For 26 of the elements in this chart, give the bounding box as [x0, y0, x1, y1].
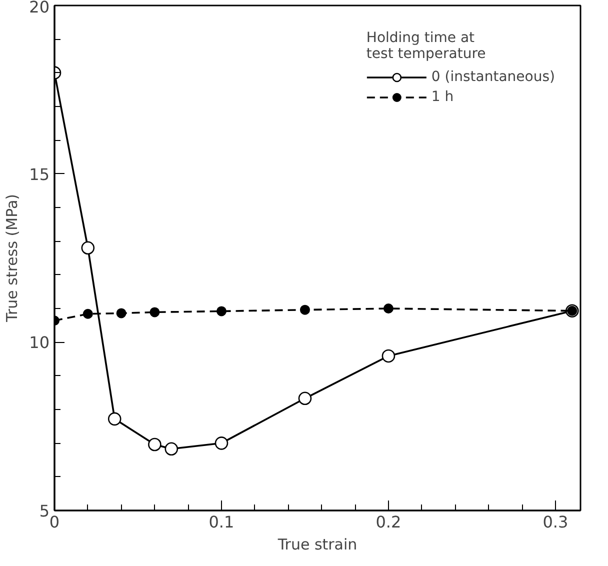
point: [382, 349, 396, 363]
x-tick-label: 0.3: [542, 512, 568, 532]
x-tick-label: 0.1: [208, 512, 234, 532]
point: [383, 304, 394, 314]
point: [150, 307, 160, 318]
point: [216, 306, 226, 316]
x-tick-label: 0: [49, 512, 60, 532]
y-tick-label: 15: [29, 164, 50, 184]
x-axis-title: True strain: [276, 536, 358, 554]
legend-label: 0 (instantaneous): [431, 69, 555, 85]
y-tick-label: 20: [29, 0, 50, 16]
point: [148, 438, 162, 452]
y-axis-title: True stress (MPa): [3, 194, 22, 323]
x-tick-label: 0.2: [376, 512, 402, 532]
point: [108, 412, 122, 426]
y-tick-label: 10: [29, 333, 50, 352]
legend-title: Holding time at test temperature: [366, 30, 487, 62]
point: [214, 436, 228, 450]
point: [298, 392, 312, 406]
point: [300, 304, 310, 315]
point: [116, 308, 126, 318]
point: [82, 308, 93, 319]
point: [81, 241, 95, 255]
point: [164, 442, 178, 456]
y-tick-label: 5: [39, 502, 50, 520]
legend-label: 1 h: [431, 89, 454, 105]
